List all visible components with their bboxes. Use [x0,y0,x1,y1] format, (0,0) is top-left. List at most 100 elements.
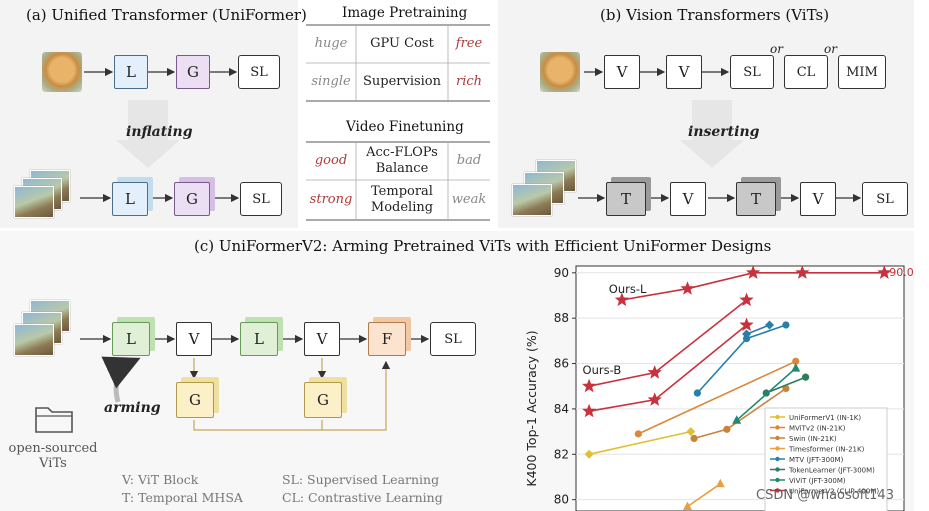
l-cube-a2: L [112,182,148,216]
data-point-star [582,378,597,393]
legend-marker [775,456,780,462]
data-point-triangle [791,363,801,372]
data-point-star [795,265,810,279]
g-cube-c1: G [176,382,214,418]
data-point-diamond [765,320,775,330]
video-frames-c [12,300,82,360]
l-cube-c2: L [240,322,278,356]
data-point-circle [792,357,800,365]
series-line [637,360,797,435]
data-point-star [739,317,754,331]
legend-marker [775,446,780,451]
legend-entry: ViViT (JFT-300M) [789,477,846,485]
video-frames-a [12,170,82,220]
data-point-diamond [584,449,594,459]
panel-a-title: (a) Unified Transformer (UniFormer) [26,6,307,24]
legend-box [764,407,888,511]
legend-temporal: T: Temporal MHSA [122,490,243,505]
series-line [765,376,806,394]
t-cube-b2: T [736,182,776,216]
dog-image [42,52,82,92]
finetune-r1-right: bad [456,153,482,169]
data-point-star [680,281,695,295]
data-point-diamond [686,427,696,437]
cl-doc-b: CL [784,55,828,89]
annotation-ours-l: Ours-L [609,282,647,296]
accuracy-chart: 80 82 84 86 88 90 K400 Top-1 Accuracy (%) Ours-… [524,265,914,511]
panel-c-title: (c) UniFormerV2: Arming Pretrained ViTs … [194,237,772,255]
data-point-triangle [732,415,742,424]
y-tick-label: 82 [554,447,569,461]
v-block-b3: V [670,182,706,216]
data-point-circle [802,373,810,381]
pretrain-title: Image Pretraining [342,5,468,21]
series-line [736,367,797,421]
legend-sl: SL: Supervised Learning [282,472,440,487]
legend-entry: Timesformer (IN-21K) [788,445,865,453]
y-tick-label: 86 [554,357,569,371]
sl-doc-a2: SL [240,182,282,216]
dog-image-b [540,52,580,92]
data-point-triangle [715,478,725,488]
t-cube-b1: T [606,182,646,216]
data-point-triangle [683,501,693,510]
y-tick-label: 90 [554,266,569,280]
or-label-1: or [770,42,783,56]
y-tick-label: 88 [554,311,569,325]
finetune-r1-mid: Acc-FLOPs Balance [366,145,438,176]
legend-marker [775,488,780,493]
sl-doc-b2: SL [862,182,908,216]
g-block-a1: G [176,55,210,89]
legend-entry: UniFormerV2 (CLIP-400M) [789,487,879,495]
data-point-star [877,265,892,279]
g-cube-a2: G [174,182,210,216]
data-point-star [647,392,662,406]
data-point-circle [742,334,751,343]
data-point-star [739,292,754,307]
finetune-r1-left: good [314,153,348,169]
data-point-circle [723,425,731,433]
l-block-a1: L [114,55,148,89]
data-point-circle [693,389,701,397]
finetune-r2-mid: Temporal Modeling [370,184,434,215]
data-point-diamond [742,329,752,339]
y-tick-label: 84 [554,402,569,416]
v-block-b1: V [604,55,640,89]
or-label-2: or [824,42,837,56]
folder-label: open-sourced ViTs [8,441,98,471]
y-tick-label: 80 [554,493,569,507]
v-block-c1: V [176,322,212,356]
table-lines [306,24,490,221]
folder-icon [35,407,73,433]
pretrain-r1-right: free [455,36,483,52]
l-cube-c1: L [112,322,150,356]
series-line [588,430,691,456]
annotation-90: 90.0% [889,266,914,279]
data-point-star [746,265,761,279]
mim-doc-b: MIM [838,55,886,89]
legend-entry: MViTv2 (IN-21K) [789,424,846,432]
sl-doc-c: SL [430,322,476,356]
legend-marker [775,477,780,483]
pretrain-r1-mid: GPU Cost [370,36,434,52]
legend-marker [775,467,780,472]
data-point-circle [634,430,642,438]
inflating-label: inflating [126,124,193,140]
data-point-star [614,292,630,307]
data-point-circle [690,434,698,443]
series-line [687,483,721,508]
pretrain-r2-left: single [311,74,351,90]
finetune-r2-left: strong [309,192,353,208]
finetune-r2-right: weak [451,192,487,208]
legend-cl: CL: Contrastive Learning [282,490,443,505]
table-panel [300,0,496,228]
legend-entry: MTV (JFT-300M) [789,456,844,464]
f-cube-c: F [368,322,406,356]
legend-marker [775,414,780,420]
data-point-circle [782,321,790,329]
data-point-star [647,365,662,379]
legend-entry: UniFormerV1 (IN-1K) [789,414,861,422]
v-block-c2: V [304,322,340,356]
legend-marker [775,435,780,441]
data-point-circle [782,384,790,393]
